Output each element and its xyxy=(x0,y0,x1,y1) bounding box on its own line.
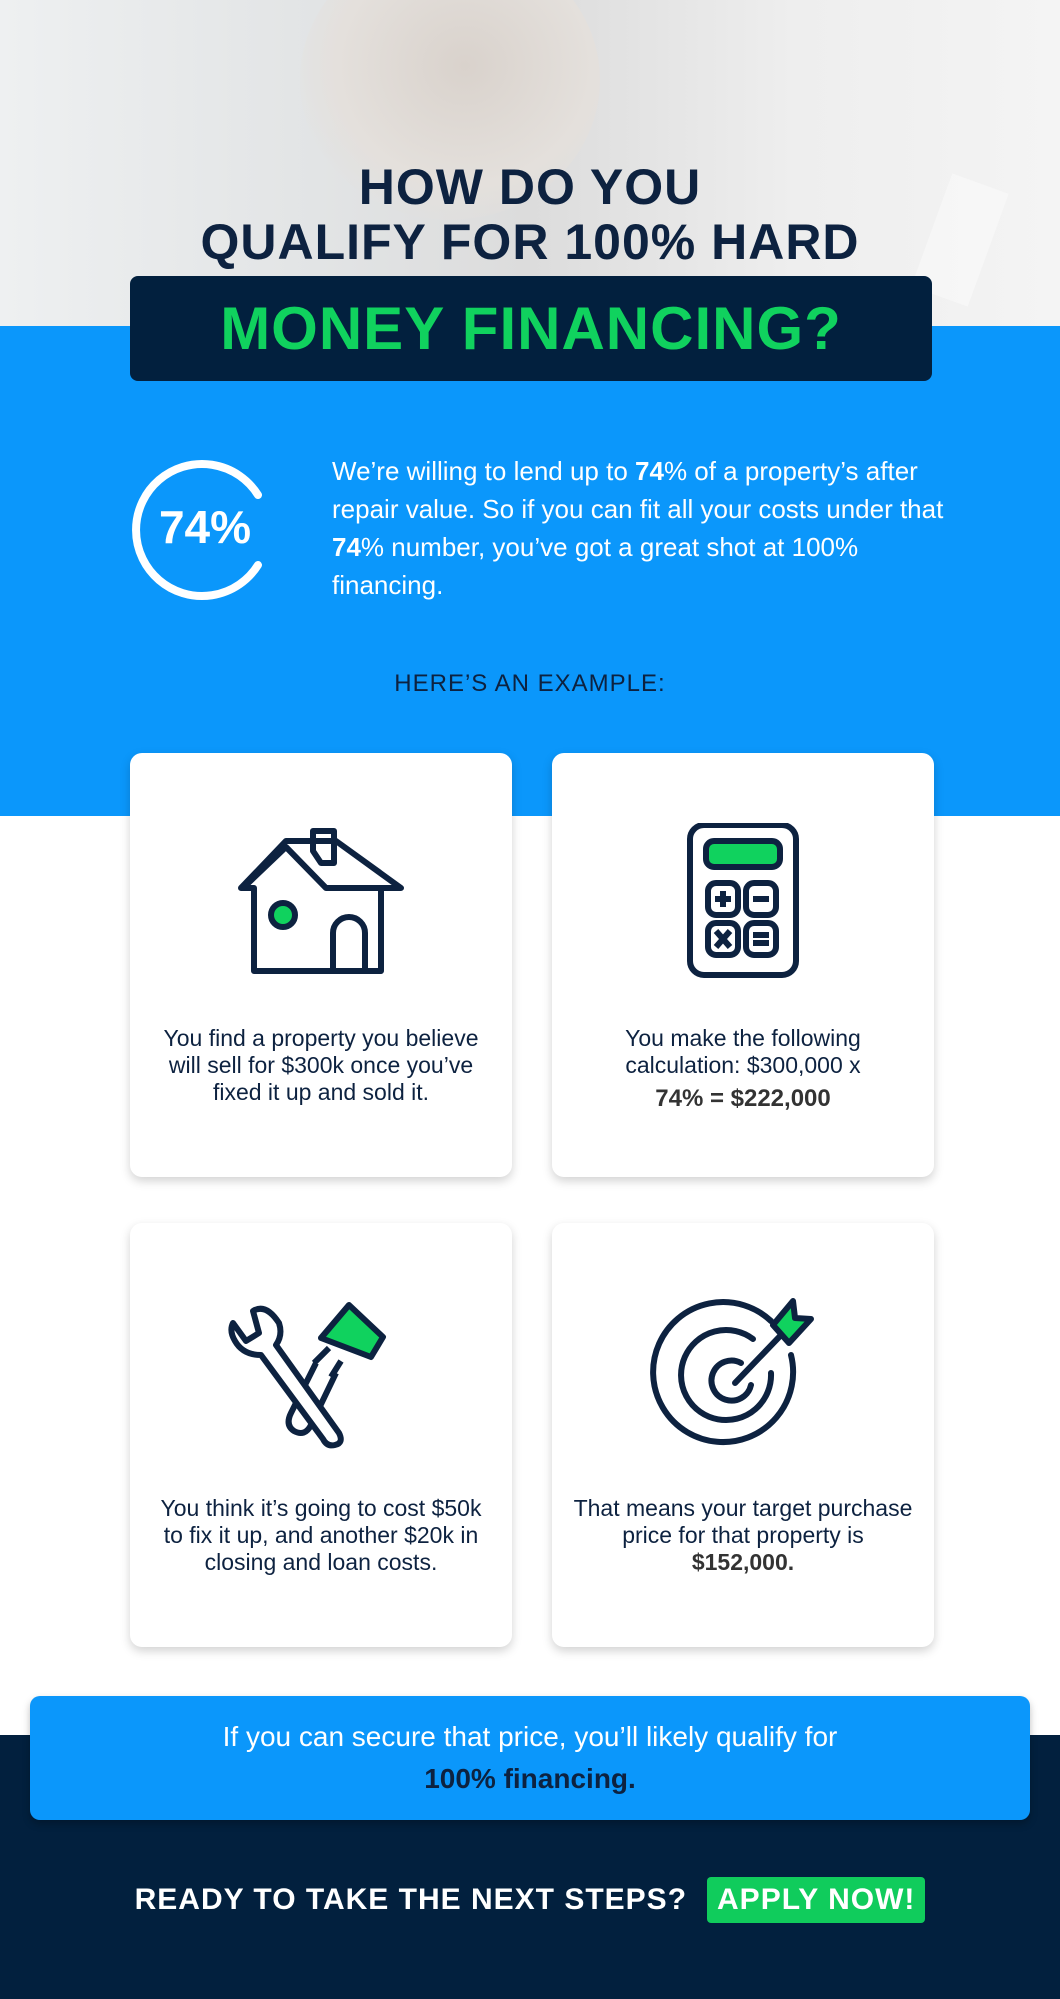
card-text-body: You make the following calculation: $300… xyxy=(625,1025,861,1078)
calculator-icon xyxy=(687,823,799,978)
woman-photo xyxy=(300,0,600,220)
card-property: You find a property you believe will sel… xyxy=(130,753,512,1177)
cta-text: READY TO TAKE THE NEXT STEPS? xyxy=(134,1883,688,1916)
percent-badge: 74% xyxy=(158,501,252,553)
intro-text-part: We’re willing to lend up to xyxy=(332,456,636,486)
apply-now-button[interactable]: APPLY NOW! xyxy=(707,1877,926,1923)
hero-photo xyxy=(0,0,1060,326)
card-text: You make the following calculation: $300… xyxy=(572,1025,914,1119)
card-target-price: That means your target purchase price fo… xyxy=(552,1223,934,1647)
house-icon xyxy=(238,828,404,974)
card-text-body: You find a property you believe will sel… xyxy=(163,1025,479,1105)
intro-bold-74: 74 xyxy=(635,456,664,486)
cta-row: READY TO TAKE THE NEXT STEPS? APPLY NOW! xyxy=(0,1877,1060,1923)
intro-text-part: % of a property’s after repair value. So… xyxy=(332,456,944,524)
title-highlight: MONEY FINANCING? xyxy=(220,295,842,362)
banner-bold: 100% financing. xyxy=(424,1763,636,1794)
tools-icon xyxy=(228,1302,386,1449)
card-costs: You think it’s going to cost $50k to fix… xyxy=(130,1223,512,1647)
card-bold-value: $152,000. xyxy=(691,1549,795,1575)
title-line-2: QUALIFY FOR 100% HARD xyxy=(200,214,860,270)
card-bold-value: 74% = $222,000 xyxy=(655,1085,831,1112)
card-text: You think it’s going to cost $50k to fix… xyxy=(150,1495,492,1576)
intro-text: We’re willing to lend up to 74% of a pro… xyxy=(332,452,952,604)
card-text-body: You think it’s going to cost $50k to fix… xyxy=(160,1495,482,1575)
example-heading: HERE’S AN EXAMPLE: xyxy=(394,670,666,697)
result-banner: If you can secure that price, you’ll lik… xyxy=(30,1696,1030,1820)
card-text: You find a property you believe will sel… xyxy=(150,1025,492,1106)
card-text: That means your target purchase price fo… xyxy=(572,1495,914,1576)
intro-text-part: % number, you’ve got a great shot at 100… xyxy=(332,532,859,600)
percent-ring-icon xyxy=(132,460,262,600)
title-line-1: HOW DO YOU xyxy=(358,159,702,215)
banner-text: If you can secure that price, you’ll lik… xyxy=(222,1721,838,1752)
card-text-body: That means your target purchase price fo… xyxy=(573,1495,913,1548)
title-highlight-box: MONEY FINANCING? xyxy=(130,276,932,381)
target-icon xyxy=(650,1298,814,1445)
blue-section xyxy=(0,326,1060,816)
card-calculation: You make the following calculation: $300… xyxy=(552,753,934,1177)
intro-bold-74: 74 xyxy=(332,532,361,562)
